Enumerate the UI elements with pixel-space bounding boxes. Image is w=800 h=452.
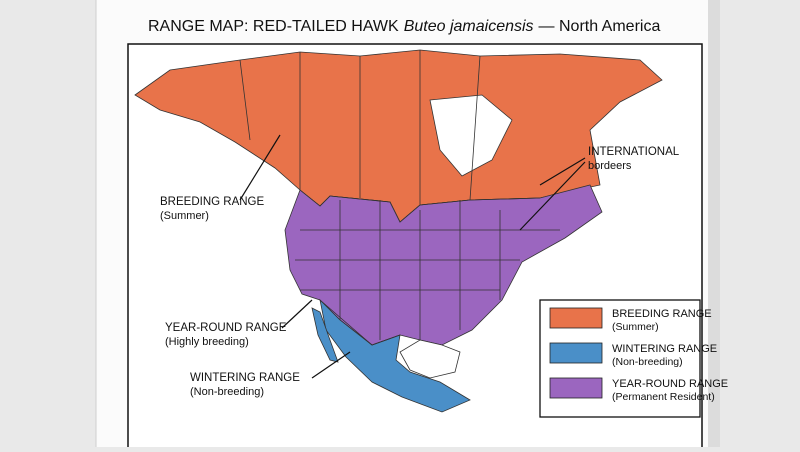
legend-note: (Non-breeding)	[612, 356, 683, 368]
legend-swatch	[549, 377, 603, 399]
annotation-title: INTERNATIONAL	[588, 146, 680, 158]
annotation-leader	[239, 134, 281, 201]
legend-label: WINTERING RANGE	[612, 343, 717, 355]
legend: BREEDING RANGE(Summer) WINTERING RANGE(No…	[539, 299, 728, 418]
legend-label: BREEDING RANGE	[612, 308, 712, 320]
legend-label: YEAR-ROUND RANGE	[612, 378, 728, 390]
annotation-subtitle: (Non-breeding)	[190, 386, 264, 398]
gulf-of-mexico	[399, 339, 461, 379]
state-borders	[295, 200, 560, 340]
paper-edge	[708, 0, 720, 452]
annotation-leader	[519, 157, 586, 231]
annotation-leader	[311, 351, 351, 379]
annotation-subtitle: (Summer)	[160, 210, 209, 222]
annotation-title: YEAR-ROUND RANGE	[165, 322, 287, 334]
map-title: RANGE MAP: RED-TAILED HAWK Buteo jamaicen…	[148, 18, 660, 35]
legend-swatch	[549, 307, 603, 329]
legend-swatch	[549, 342, 603, 364]
legend-note: (Permanent Resident)	[612, 391, 715, 403]
annotation-title: BREEDING RANGE	[160, 196, 264, 208]
legend-note: (Summer)	[612, 321, 659, 333]
hudson-bay	[429, 94, 513, 177]
country-borders	[239, 50, 541, 346]
annotation-subtitle: bordeers	[588, 160, 632, 172]
title-text: RANGE MAP: RED-TAILED HAWK	[148, 18, 399, 35]
annotation-title: WINTERING RANGE	[190, 372, 300, 384]
annotation-leader	[281, 299, 313, 329]
annotation-subtitle: (Highly breeding)	[165, 336, 249, 348]
title-suffix: — North America	[539, 18, 661, 35]
title-scientific-name: Buteo jamaicensis	[404, 18, 534, 35]
baja-wintering	[311, 307, 339, 363]
map	[134, 49, 663, 413]
